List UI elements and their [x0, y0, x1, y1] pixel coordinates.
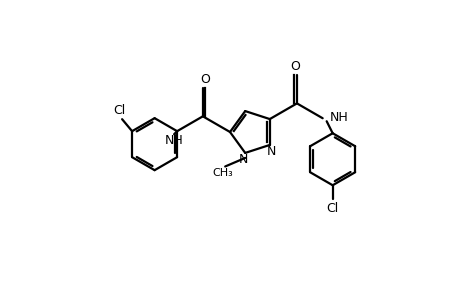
Text: O: O: [289, 60, 299, 73]
Text: CH₃: CH₃: [213, 169, 233, 178]
Text: Cl: Cl: [326, 202, 338, 215]
Text: NH: NH: [164, 134, 183, 147]
Text: Cl: Cl: [113, 104, 125, 117]
Text: O: O: [200, 73, 209, 86]
Text: N: N: [238, 153, 247, 167]
Text: N: N: [267, 146, 276, 158]
Text: NH: NH: [329, 111, 347, 124]
